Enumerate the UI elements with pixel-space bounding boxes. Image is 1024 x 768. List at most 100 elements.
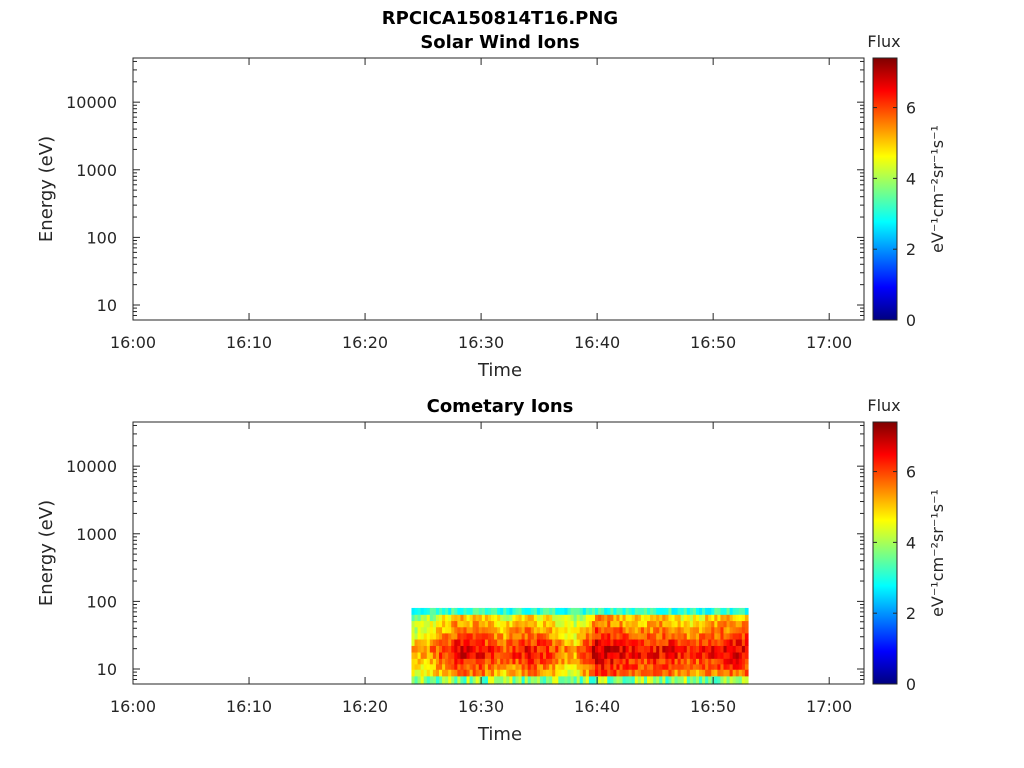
heatmap-cell [628,669,633,677]
heatmap-cell [720,607,725,615]
heatmap-cell [543,607,547,615]
heatmap-cell [601,620,605,628]
heatmap-cell [543,614,547,622]
heatmap-cell [735,614,740,622]
heatmap-cell [656,645,660,653]
heatmap-cell [723,651,728,659]
heatmap-cell [460,607,465,615]
heatmap-cell [634,614,639,622]
heatmap-cell [738,614,743,622]
heatmap-cell [656,669,660,677]
heatmap-cell [460,638,465,646]
heatmap-cell [622,632,627,640]
heatmap-cell [665,614,670,622]
heatmap-cell [729,645,734,653]
heatmap-cell [723,669,728,677]
heatmap-cell [699,658,703,665]
heatmap-cell [417,645,422,653]
heatmap-cell [454,645,458,653]
heatmap-cell [451,607,455,615]
heatmap-cell [677,675,682,685]
heatmap-cell [475,632,480,640]
heatmap-cell [549,638,553,646]
heatmap-cell [650,620,654,628]
heatmap-cell [717,669,722,677]
heatmap-cell [591,645,596,653]
heatmap-cell [598,620,602,628]
heatmap-cell [432,645,437,653]
heatmap-cell [552,658,556,665]
heatmap-cell [539,620,544,628]
heatmap-cell [442,658,446,665]
heatmap-cell [705,651,709,659]
heatmap-cell [497,645,501,653]
heatmap-cell [714,651,718,659]
x-tick-label: 16:40 [574,697,620,716]
heatmap-cell [570,638,575,646]
heatmap-cell [708,620,712,628]
heatmap-cell [515,614,520,622]
heatmap-cell [702,669,706,677]
heatmap-cell [741,632,746,640]
heatmap-cell [533,614,538,622]
heatmap-cell [460,669,465,677]
x-tick-label: 16:30 [458,333,504,352]
heatmap-cell [705,632,709,640]
heatmap-cell [683,663,688,670]
heatmap-cell [653,607,657,615]
heatmap-cell [512,620,517,628]
heatmap-cell [435,651,440,659]
heatmap-cell [723,632,728,640]
colorbar: 0 2 4 6 [872,57,916,330]
heatmap-cell [659,638,663,646]
heatmap-cell [708,675,712,685]
heatmap-cell [579,669,584,677]
heatmap-cell [536,614,541,622]
heatmap-cell [640,638,645,646]
heatmap-cell [487,669,492,677]
heatmap-cell [677,607,682,615]
heatmap-cell [631,675,636,685]
heatmap-cell [457,663,462,670]
heatmap-cell [622,638,627,646]
heatmap-cell [720,658,725,665]
heatmap-cell [705,614,709,622]
heatmap-cell [628,626,633,634]
x-tick-label: 16:10 [226,333,272,352]
heatmap-cell [552,626,556,634]
heatmap-cell [702,614,706,622]
heatmap-cell [702,645,706,653]
heatmap-cell [533,645,538,653]
heatmap-cell [717,632,722,640]
panel-cometary-ions: Cometary Ions 16:00 16:10 16:20 16:30 16:40 1… [36,396,947,745]
heatmap-cell [680,675,685,685]
heatmap-cell [539,632,544,640]
heatmap-cell [601,607,605,615]
heatmap-cell [741,620,746,628]
heatmap-cell [539,658,544,665]
heatmap-cell [543,645,547,653]
heatmap-cell [702,638,706,646]
heatmap-cell [643,669,648,677]
heatmap-cell [432,638,437,646]
heatmap-cell [564,675,569,685]
heatmap-cell [497,675,501,685]
heatmap-cell [432,669,437,677]
heatmap-cell [543,638,547,646]
heatmap-cell [536,658,541,665]
heatmap-cell [579,620,584,628]
heatmap-cell [549,651,553,659]
heatmap-cell [705,658,709,665]
heatmap-cell [539,626,544,634]
heatmap-cell [744,614,749,622]
heatmap-cell [686,614,691,622]
heatmap-cell [445,645,449,653]
heatmap-cell [552,669,556,677]
heatmap-cell [478,614,483,622]
heatmap-cell [732,626,737,634]
heatmap-cell [491,607,495,615]
heatmap-cell [561,626,566,634]
heatmap-cell [429,632,434,640]
heatmap-cell [720,669,725,677]
heatmap-cell [628,663,633,670]
